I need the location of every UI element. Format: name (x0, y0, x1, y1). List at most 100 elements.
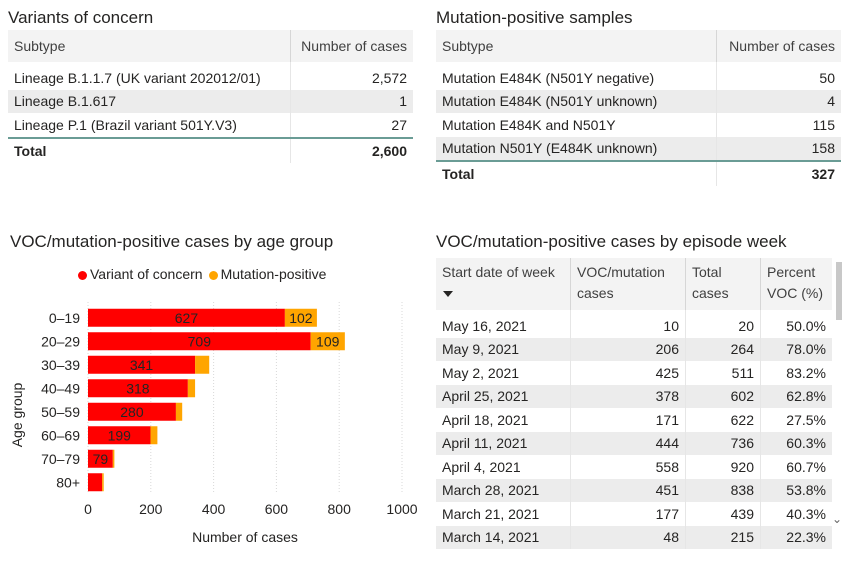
bar-voc[interactable] (88, 355, 196, 374)
week-header-voc[interactable]: VOC/mutation cases (570, 258, 686, 310)
table-row[interactable]: March 21, 2021 177 439 40.3% (436, 502, 832, 526)
table-row[interactable]: April 25, 2021 378 602 62.8% (436, 384, 832, 408)
week-row-total: 439 (685, 502, 761, 526)
week-table: Start date of week VOC/mutation cases To… (436, 258, 832, 549)
bar-voc[interactable] (88, 379, 188, 398)
week-row-date: April 18, 2021 (442, 411, 529, 428)
table-row[interactable]: March 28, 2021 451 838 53.8% (436, 478, 832, 502)
table-row[interactable]: April 18, 2021 171 622 27.5% (436, 408, 832, 432)
y-tick-label: 70–79 (41, 451, 80, 467)
table-row[interactable]: Mutation E484K (N501Y negative) 50 (436, 62, 841, 90)
week-header-date-label: Start date of week (442, 264, 555, 280)
voc-table-title: Variants of concern (8, 8, 154, 27)
table-row[interactable]: Lineage P.1 (Brazil variant 501Y.V3) 27 (8, 113, 413, 138)
mut-row-cases: 158 (716, 136, 841, 161)
mut-row-cases: 115 (716, 113, 841, 137)
week-row-total: 838 (685, 478, 761, 502)
voc-header-subtype[interactable]: Subtype (14, 38, 66, 54)
mut-header-subtype[interactable]: Subtype (442, 38, 494, 54)
week-row-pct: 53.8% (760, 478, 832, 502)
week-row-voc: 451 (570, 478, 686, 502)
week-row-voc: 425 (570, 361, 686, 385)
mut-table: Subtype Number of cases Mutation E484K (… (436, 30, 841, 186)
table-row[interactable]: Mutation E484K (N501Y unknown) 4 (436, 89, 841, 113)
week-row-total: 602 (685, 384, 761, 408)
bar-voc[interactable] (88, 426, 151, 445)
week-row-total: 736 (685, 431, 761, 455)
week-row-date: April 11, 2021 (442, 435, 528, 452)
y-tick-label: 80+ (56, 474, 80, 490)
y-tick-label: 0–19 (49, 310, 80, 326)
week-header-date[interactable]: Start date of week (436, 258, 571, 310)
bar-voc[interactable] (88, 402, 176, 421)
week-row-date: March 21, 2021 (442, 505, 540, 522)
bar-data-label: 79 (93, 451, 109, 467)
week-table-title: VOC/mutation-positive cases by episode w… (436, 232, 787, 251)
bar-data-label: 102 (289, 310, 313, 326)
voc-header-cases[interactable]: Number of cases (290, 30, 413, 62)
table-row[interactable]: April 11, 2021 444 736 60.3% (436, 431, 832, 455)
mut-row-cases: 50 (716, 62, 841, 90)
y-tick-label: 30–39 (41, 357, 80, 373)
week-row-pct: 83.2% (760, 361, 832, 385)
y-tick-label: 50–59 (41, 404, 80, 420)
bar-mutation[interactable] (175, 402, 183, 421)
bar-mutation[interactable] (102, 473, 104, 492)
bar-voc[interactable] (88, 308, 285, 327)
table-row[interactable]: April 4, 2021 558 920 60.7% (436, 455, 832, 479)
mut-table-title: Mutation-positive samples (436, 8, 633, 27)
bar-mutation[interactable] (187, 379, 196, 398)
week-row-total: 920 (685, 455, 761, 479)
mut-total-row: Total 327 (436, 160, 841, 186)
bar-mutation[interactable] (112, 449, 115, 468)
voc-row-subtype: Lineage B.1.617 (14, 93, 116, 110)
mut-row-subtype: Mutation E484K (N501Y negative) (442, 69, 655, 86)
chart-legend: Variant of concern Mutation-positive (78, 266, 326, 282)
scrollbar-thumb[interactable] (836, 262, 842, 320)
week-row-date: April 4, 2021 (442, 458, 521, 475)
scroll-down-chevron-icon[interactable]: ⌄ (832, 512, 843, 526)
mut-header-cases[interactable]: Number of cases (716, 30, 841, 62)
week-row-voc: 206 (570, 337, 686, 361)
bar-mutation[interactable] (150, 426, 158, 445)
bar-mutation[interactable] (284, 308, 317, 327)
table-row[interactable]: Mutation N501Y (E484K unknown) 158 (436, 136, 841, 161)
table-row[interactable]: Lineage B.1.617 1 (8, 89, 413, 113)
week-header-pct[interactable]: Percent VOC (%) (760, 258, 832, 310)
y-tick-label: 40–49 (41, 380, 80, 396)
week-row-date: March 28, 2021 (442, 482, 540, 499)
table-row[interactable]: March 14, 2021 48 215 22.3% (436, 525, 832, 549)
bar-voc[interactable] (88, 473, 103, 492)
week-row-total: 20 (685, 310, 761, 338)
bar-voc[interactable] (88, 332, 311, 351)
week-row-voc: 171 (570, 408, 686, 432)
bar-mutation[interactable] (310, 332, 345, 351)
week-row-date: March 14, 2021 (442, 529, 540, 546)
y-tick-label: 20–29 (41, 333, 80, 349)
week-row-pct: 22.3% (760, 525, 832, 549)
chart-x-axis-title: Number of cases (192, 529, 298, 545)
table-row[interactable]: May 16, 2021 10 20 50.0% (436, 310, 832, 338)
week-table-header: Start date of week VOC/mutation cases To… (436, 258, 832, 310)
bar-voc[interactable] (88, 449, 113, 468)
bar-data-label: 627 (175, 310, 199, 326)
mut-row-subtype: Mutation N501Y (E484K unknown) (442, 140, 658, 157)
table-row[interactable]: Mutation E484K and N501Y 115 (436, 113, 841, 137)
table-row[interactable]: May 2, 2021 425 511 83.2% (436, 361, 832, 385)
voc-row-cases: 27 (290, 113, 413, 138)
week-row-pct: 27.5% (760, 408, 832, 432)
x-tick-label: 200 (139, 501, 163, 517)
legend-mut-label[interactable]: Mutation-positive (220, 266, 327, 282)
table-row[interactable]: Lineage B.1.1.7 (UK variant 202012/01) 2… (8, 62, 413, 90)
week-row-voc: 558 (570, 455, 686, 479)
week-row-total: 215 (685, 525, 761, 549)
sort-descending-icon[interactable] (442, 289, 454, 299)
voc-total-value: 2,600 (290, 136, 413, 163)
week-table-scrollbar[interactable] (833, 258, 843, 544)
table-row[interactable]: May 9, 2021 206 264 78.0% (436, 337, 832, 361)
bar-mutation[interactable] (195, 355, 210, 374)
voc-row-subtype: Lineage B.1.1.7 (UK variant 202012/01) (14, 69, 261, 86)
legend-voc-marker (78, 270, 87, 280)
week-header-total[interactable]: Total cases (685, 258, 761, 310)
legend-voc-label[interactable]: Variant of concern (90, 266, 203, 282)
